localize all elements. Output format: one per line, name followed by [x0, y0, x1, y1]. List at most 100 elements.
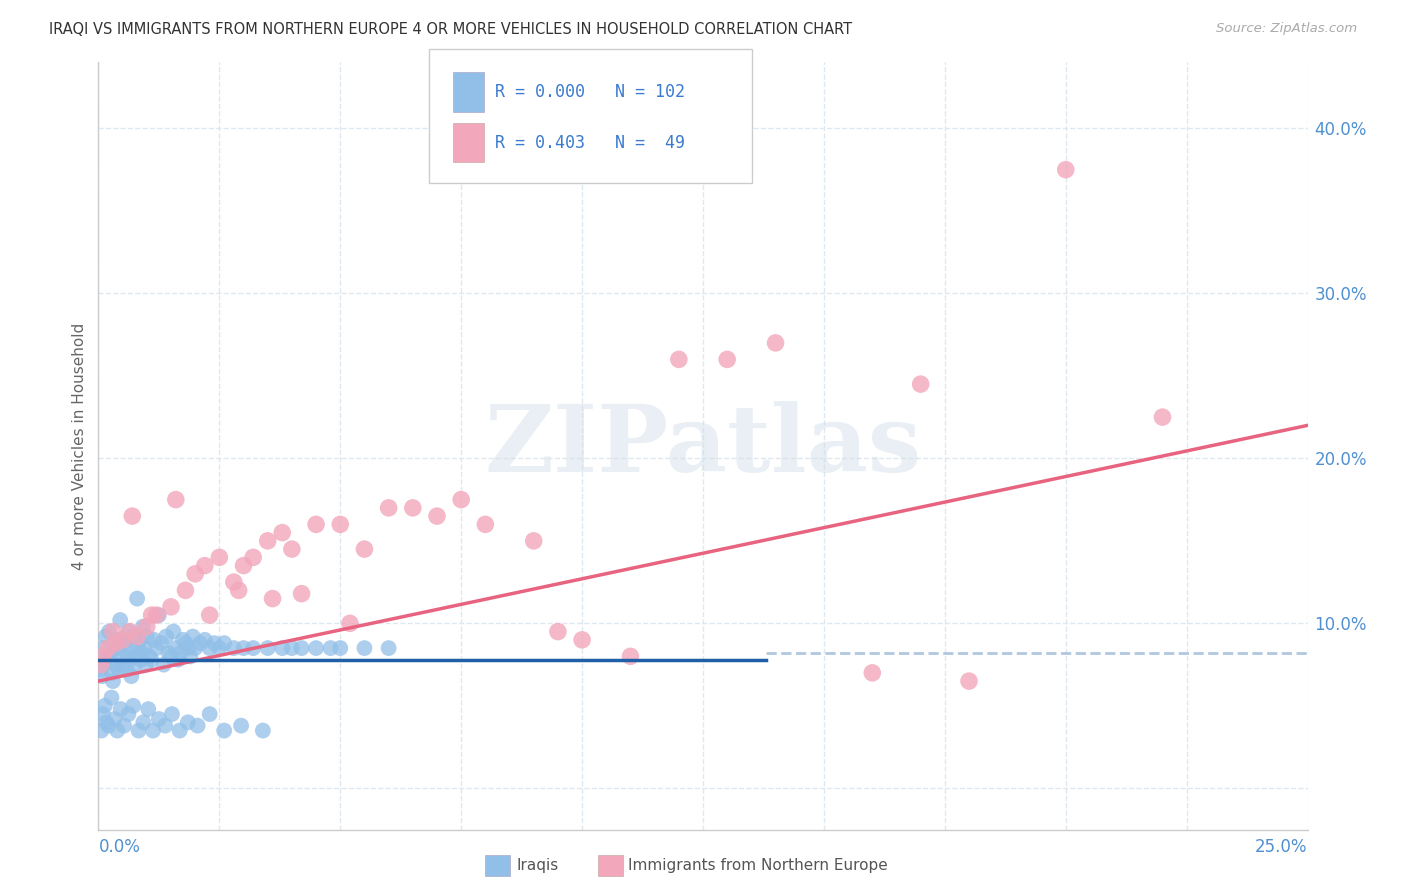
Point	[353, 542, 375, 557]
Point	[148, 608, 170, 623]
Point	[127, 591, 149, 606]
Point	[125, 649, 148, 664]
Point	[124, 657, 146, 672]
Point	[101, 665, 124, 680]
Point	[160, 649, 183, 664]
Point	[179, 649, 201, 664]
Point	[271, 641, 294, 656]
Point	[143, 632, 166, 647]
Point	[305, 517, 328, 532]
Point	[305, 641, 328, 656]
Point	[162, 624, 184, 639]
Point	[136, 702, 159, 716]
Point	[571, 632, 593, 647]
Point	[110, 702, 132, 716]
Point	[107, 663, 129, 677]
Point	[177, 641, 200, 656]
Point	[716, 352, 738, 367]
Point	[135, 620, 157, 634]
Point	[155, 630, 177, 644]
Point	[329, 517, 352, 532]
Point	[450, 492, 472, 507]
Point	[290, 587, 312, 601]
Point	[101, 674, 124, 689]
Point	[94, 630, 117, 644]
Point	[98, 624, 121, 639]
Point	[165, 492, 187, 507]
Point	[198, 707, 221, 722]
Point	[198, 641, 221, 656]
Point	[169, 723, 191, 738]
Text: IRAQI VS IMMIGRANTS FROM NORTHERN EUROPE 4 OR MORE VEHICLES IN HOUSEHOLD CORRELA: IRAQI VS IMMIGRANTS FROM NORTHERN EUROPE…	[49, 22, 852, 37]
Point	[319, 641, 342, 656]
Point	[131, 646, 153, 660]
Point	[290, 641, 312, 656]
Text: Immigrants from Northern Europe: Immigrants from Northern Europe	[628, 858, 889, 872]
Text: Iraqis: Iraqis	[516, 858, 558, 872]
Point	[339, 616, 361, 631]
Point	[118, 653, 141, 667]
Point	[141, 653, 163, 667]
Text: Source: ZipAtlas.com: Source: ZipAtlas.com	[1216, 22, 1357, 36]
Point	[169, 646, 191, 660]
Point	[121, 641, 143, 656]
Point	[765, 335, 787, 350]
Point	[228, 583, 250, 598]
Point	[91, 669, 114, 683]
Point	[127, 641, 149, 656]
Point	[668, 352, 690, 367]
Point	[105, 723, 128, 738]
Point	[93, 698, 115, 713]
Text: R = 0.403   N =  49: R = 0.403 N = 49	[495, 134, 685, 152]
Point	[152, 657, 174, 672]
Point	[212, 723, 235, 738]
Point	[474, 517, 496, 532]
Point	[128, 632, 150, 647]
Point	[118, 624, 141, 639]
Point	[229, 718, 252, 732]
Point	[188, 636, 211, 650]
Point	[112, 718, 135, 732]
Point	[547, 624, 569, 639]
Point	[122, 698, 145, 713]
Point	[208, 550, 231, 565]
Point	[208, 641, 231, 656]
Point	[91, 707, 114, 722]
Point	[377, 641, 399, 656]
Point	[135, 630, 157, 644]
Point	[860, 665, 883, 680]
Point	[138, 649, 160, 664]
Point	[910, 377, 932, 392]
Text: 25.0%: 25.0%	[1256, 838, 1308, 855]
Point	[204, 636, 226, 650]
Point	[165, 641, 187, 656]
Point	[97, 641, 120, 656]
Point	[402, 500, 425, 515]
Point	[222, 575, 245, 590]
Point	[91, 641, 114, 656]
Point	[198, 608, 221, 623]
Point	[194, 558, 217, 573]
Point	[100, 690, 122, 705]
Point	[90, 657, 112, 672]
Point	[148, 712, 170, 726]
Point	[252, 723, 274, 738]
Text: ZIPatlas: ZIPatlas	[485, 401, 921, 491]
Point	[96, 649, 118, 664]
Point	[353, 641, 375, 656]
Point	[90, 663, 112, 677]
Point	[128, 723, 150, 738]
Point	[426, 509, 449, 524]
Point	[134, 641, 156, 656]
Point	[120, 669, 142, 683]
Point	[150, 636, 173, 650]
Point	[212, 636, 235, 650]
Point	[135, 657, 157, 672]
Point	[145, 608, 167, 623]
Point	[177, 715, 200, 730]
Point	[271, 525, 294, 540]
Point	[100, 646, 122, 660]
Point	[91, 649, 114, 664]
Point	[96, 715, 118, 730]
Point	[90, 723, 112, 738]
